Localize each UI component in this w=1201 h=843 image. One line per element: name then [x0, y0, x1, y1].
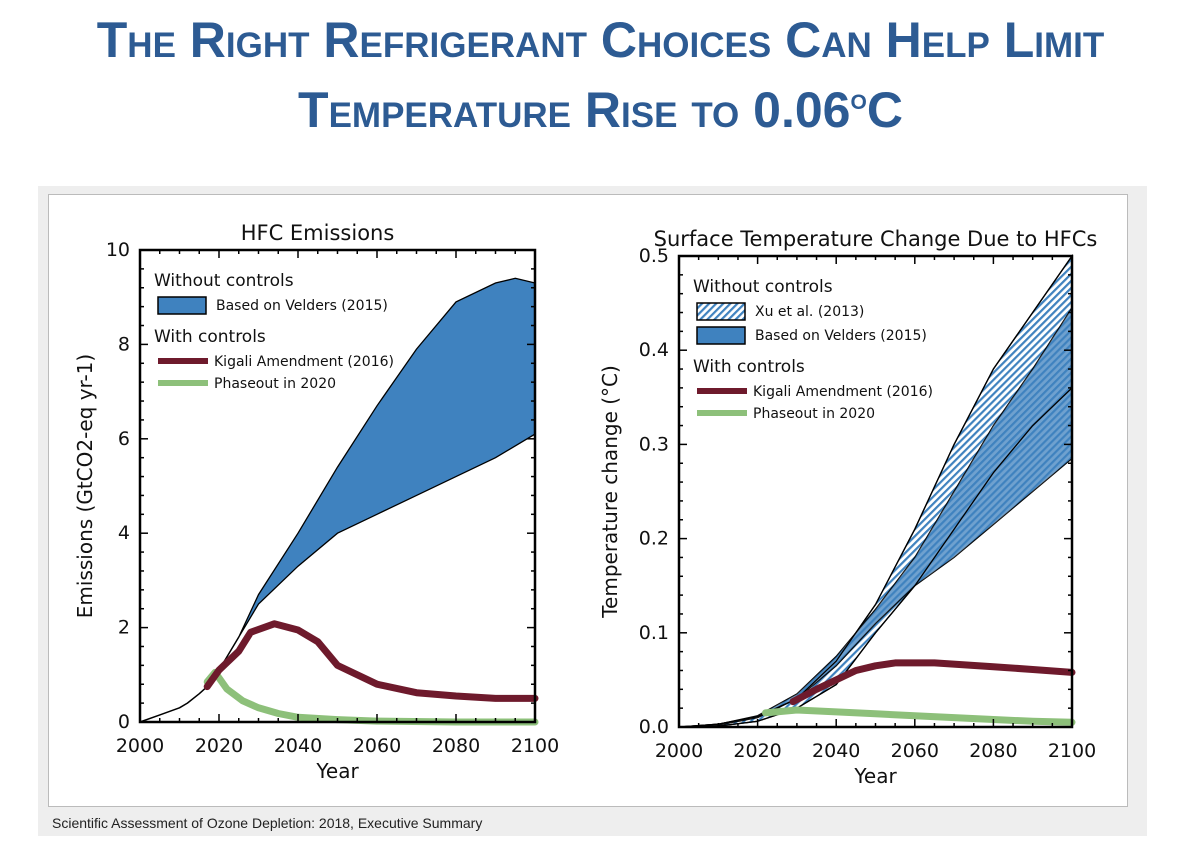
x-tick-label: 2040 [274, 735, 322, 757]
legend-label-velders: Based on Velders (2015) [216, 298, 388, 314]
chart-temperature-change: 2000 2020 2040 2060 2080 2100 0.0 0.1 0.2 0.3 0.4 0… [598, 227, 1097, 788]
y-tick-label: 0.0 [639, 716, 669, 738]
kigali-line [789, 659, 1076, 706]
slide-title-line1: The Right Refrigerant Choices Can Help L… [96, 12, 1105, 68]
x-tick-label: 2080 [969, 740, 1017, 762]
legend-label-kigali: Kigali Amendment (2016) [214, 354, 394, 370]
y-tick-label: 0.2 [639, 528, 669, 550]
x-tick-label: 2020 [195, 735, 243, 757]
legend-label-kigali: Kigali Amendment (2016) [753, 384, 933, 400]
y-axis-label: Emissions (GtCO2-eq yr-1) [73, 354, 97, 618]
legend-label-xu: Xu et al. (2013) [755, 304, 864, 320]
x-tick-label: 2000 [116, 735, 164, 757]
legend-label-phaseout: Phaseout in 2020 [214, 376, 336, 392]
y-tick-label: 0.5 [639, 245, 669, 267]
x-axis-label: Year [853, 764, 897, 788]
legend-group-without: Without controls [154, 271, 294, 291]
legend-label-velders: Based on Velders (2015) [755, 328, 927, 344]
y-tick-label: 2 [118, 617, 130, 639]
legend-swatch-velders [696, 326, 746, 345]
phaseout-line [762, 706, 1076, 726]
legend-group-without: Without controls [693, 277, 833, 297]
title-degree: o [850, 83, 867, 116]
y-tick-label: 8 [118, 333, 130, 355]
kigali-line [203, 620, 539, 702]
chart-title: HFC Emissions [241, 221, 395, 245]
y-axis-label: Temperature change (°C) [598, 365, 622, 619]
legend-swatch-velders [157, 296, 207, 315]
x-tick-label: 2100 [1048, 740, 1096, 762]
legend-group-with: With controls [154, 327, 266, 347]
x-tick-label: 2080 [432, 735, 480, 757]
xu-lower-line [678, 387, 1073, 728]
xu-upper-line [678, 255, 1073, 728]
x-tick-label: 2060 [353, 735, 401, 757]
x-tick-label: 2020 [733, 740, 781, 762]
chart-hfc-emissions: 2000 2020 2040 2060 2080 2100 0 2 4 6 8 10 Year Emiss… [73, 221, 559, 783]
y-tick-label: 10 [106, 239, 130, 261]
y-tick-label: 0.3 [639, 433, 669, 455]
y-tick-label: 4 [118, 522, 130, 544]
source-caption: Scientific Assessment of Ozone Depletion… [52, 815, 483, 831]
slide-title-line2: Temperature Rise to 0.06oC [0, 72, 1201, 138]
y-tick-label: 0.4 [639, 339, 669, 361]
x-tick-label: 2040 [812, 740, 860, 762]
legend-group-with: With controls [693, 357, 805, 377]
legend-label-phaseout: Phaseout in 2020 [753, 406, 875, 422]
x-tick-label: 2000 [655, 740, 703, 762]
title-unit: C [866, 82, 903, 138]
y-tick-label: 0 [118, 711, 130, 733]
chart-title: Surface Temperature Change Due to HFCs [654, 227, 1098, 251]
x-axis-label: Year [315, 759, 359, 783]
x-tick-label: 2060 [891, 740, 939, 762]
y-tick-label: 6 [118, 428, 130, 450]
legend-swatch-xu [696, 302, 746, 321]
title-text: Temperature Rise to 0.06 [298, 82, 851, 138]
x-tick-label: 2100 [511, 735, 559, 757]
y-tick-label: 0.1 [639, 622, 669, 644]
velders-xu-overlap [679, 307, 1072, 727]
